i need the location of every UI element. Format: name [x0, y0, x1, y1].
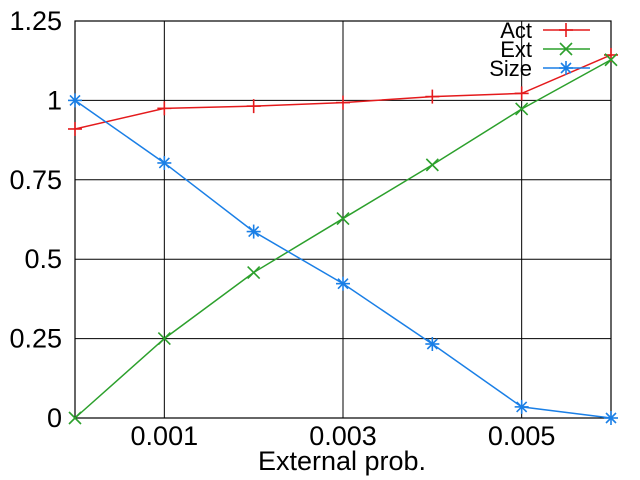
x-axis: 0.001 0.003 0.005 — [131, 421, 556, 451]
legend-marker-ext — [559, 42, 573, 56]
legend-item-act: Act — [500, 18, 590, 43]
data-point-ext — [157, 332, 171, 346]
y-tick-label: 1 — [47, 85, 62, 115]
series-layer — [68, 47, 618, 425]
data-point-size — [246, 224, 261, 239]
data-point-ext — [247, 265, 261, 280]
data-point-ext — [425, 158, 439, 172]
data-point-ext — [604, 53, 618, 67]
data-point-act — [514, 86, 529, 101]
y-axis: 0 0.25 0.5 0.75 1 1.25 — [9, 6, 62, 433]
x-axis-title: External prob. — [258, 446, 426, 476]
data-point-ext — [336, 211, 350, 226]
data-point-size — [157, 155, 172, 170]
legend-marker-size — [559, 61, 573, 75]
x-tick-label: 0.001 — [131, 421, 199, 451]
x-tick-label: 0.005 — [488, 421, 556, 451]
legend-label-act: Act — [500, 18, 532, 43]
data-point-act — [246, 99, 261, 114]
data-point-size — [604, 411, 618, 425]
data-point-size — [336, 276, 350, 291]
legend-label-ext: Ext — [500, 37, 532, 62]
data-point-ext — [515, 102, 529, 116]
data-point-act — [425, 89, 440, 104]
x-tick-label: 0.003 — [309, 421, 377, 451]
plot-frame — [74, 20, 612, 419]
series-size — [68, 93, 618, 425]
y-tick-label: 0 — [47, 403, 62, 433]
data-point-act — [157, 101, 172, 116]
data-point-size — [68, 93, 82, 108]
data-point-act — [68, 121, 82, 136]
y-tick-label: 0.25 — [9, 324, 62, 354]
legend-label-size: Size — [489, 56, 532, 81]
series-ext — [68, 53, 618, 425]
y-tick-label: 1.25 — [9, 6, 62, 36]
legend-marker-act — [559, 23, 573, 37]
data-point-ext — [68, 411, 82, 425]
data-point-act — [336, 95, 350, 110]
legend-item-ext: Ext — [500, 37, 590, 62]
legend-item-size: Size — [489, 56, 590, 81]
data-point-size — [425, 336, 440, 351]
y-tick-label: 0.5 — [24, 244, 62, 274]
y-tick-label: 0.75 — [9, 165, 62, 195]
data-point-size — [514, 399, 529, 414]
